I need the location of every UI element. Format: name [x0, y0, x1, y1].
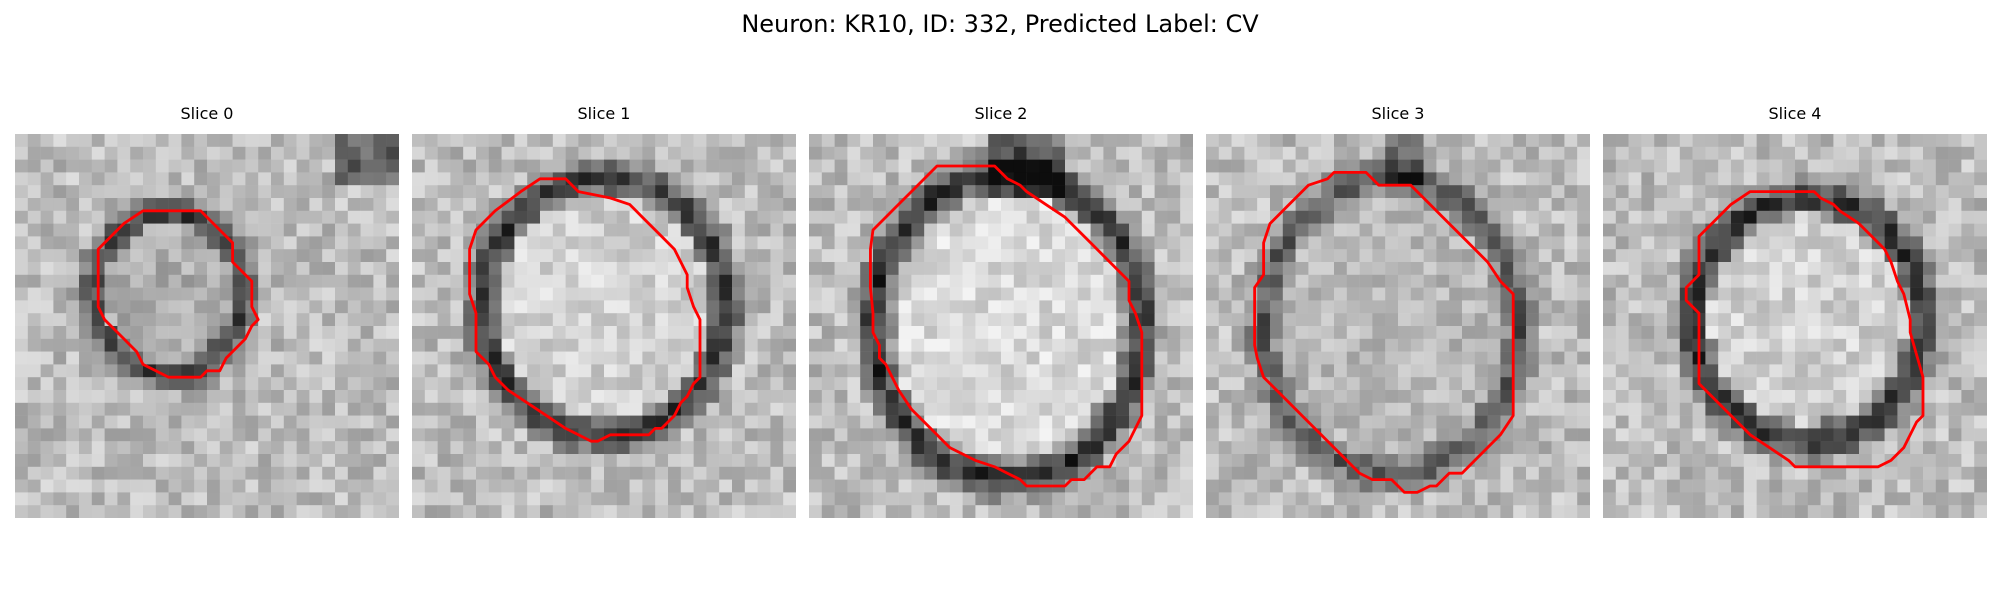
slice-title: Slice 2 — [974, 104, 1028, 123]
segmentation-contour — [869, 164, 1144, 488]
slice-image-0 — [15, 134, 399, 518]
figure-title: Neuron: KR10, ID: 332, Predicted Label: … — [741, 10, 1259, 38]
segmentation-contour — [468, 177, 702, 443]
grayscale-pixel-grid — [15, 134, 399, 518]
slice-title: Slice 1 — [577, 104, 631, 123]
slice-image-1 — [412, 134, 796, 518]
slice-image-3 — [1206, 134, 1590, 518]
grayscale-pixel-grid — [412, 134, 796, 518]
segmentation-contour — [1253, 170, 1515, 494]
segmentation-contour — [96, 209, 260, 379]
segmentation-contour — [1684, 190, 1925, 469]
grayscale-pixel-grid — [1206, 134, 1590, 518]
grayscale-pixel-grid — [1603, 134, 1987, 518]
slice-image-4 — [1603, 134, 1987, 518]
slice-title: Slice 4 — [1768, 104, 1822, 123]
slice-image-2 — [809, 134, 1193, 518]
grayscale-pixel-grid — [809, 134, 1193, 518]
slice-title: Slice 3 — [1371, 104, 1425, 123]
slice-title: Slice 0 — [180, 104, 234, 123]
